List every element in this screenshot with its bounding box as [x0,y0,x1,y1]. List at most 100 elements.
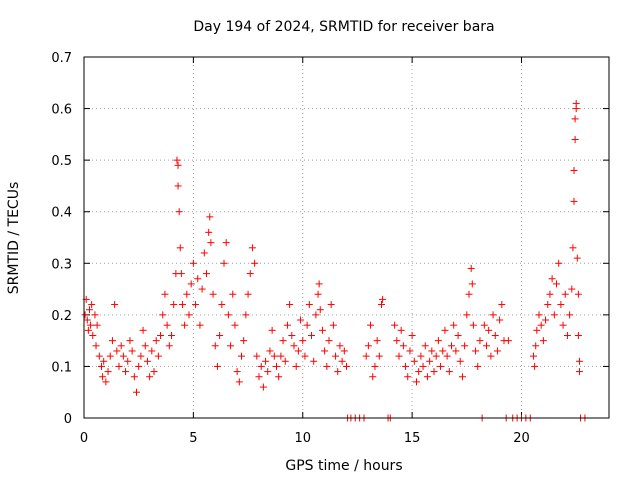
x-tick-label: 10 [294,431,311,446]
data-point [432,352,440,360]
axis-ticks: 0 5 10 15 20 0 0.1 0.2 0.3 0.4 0.5 0.6 0.7 [51,51,609,446]
data-point [279,337,287,345]
data-point [198,285,206,293]
data-point [445,368,453,376]
data-point [87,321,95,329]
data-point [557,301,565,309]
data-point [458,373,466,381]
data-point [367,321,375,329]
data-point [248,244,256,252]
data-point [115,362,123,370]
data-point [434,337,442,345]
data-point [303,321,311,329]
data-point [391,321,399,329]
data-point [286,301,294,309]
data-point [152,337,160,345]
data-point [157,331,165,339]
data-point [168,331,175,339]
data-point [251,259,259,267]
data-point [189,259,197,267]
data-point [170,301,178,309]
data-point [206,213,214,221]
data-point [461,342,469,350]
data-point [570,197,578,205]
data-point [235,378,243,386]
gridlines [84,57,609,418]
data-point [315,280,323,288]
data-point [485,326,493,334]
data-point [253,352,261,360]
data-point [200,249,208,257]
x-tick-label: 5 [189,431,197,446]
data-point [415,368,423,376]
data-point [102,378,110,386]
data-point [443,352,451,360]
data-point [340,347,348,355]
data-point [292,362,300,370]
data-point [100,357,108,365]
data-point [255,373,263,381]
data-point [183,290,191,298]
y-tick-label: 0.5 [51,154,72,169]
data-point [108,337,116,345]
data-point [430,368,438,376]
data-point [571,136,579,144]
data-point [150,368,158,376]
data-point [224,311,232,319]
data-point [498,301,506,309]
data-point [417,352,425,360]
data-point [544,301,552,309]
data-point [81,311,89,319]
data-point [474,362,482,370]
x-axis-label: GPS time / hours [285,458,402,474]
chart-title: Day 194 of 2024, SRMTID for receiver bar… [193,19,494,35]
data-point [257,362,265,370]
data-point [336,342,344,350]
data-point [83,316,91,324]
data-point [246,270,254,278]
data-point [542,316,550,324]
data-point [143,357,151,365]
data-point [175,208,183,216]
data-point [268,326,276,334]
data-point [456,357,464,365]
data-point [364,342,372,350]
data-point [533,326,541,334]
data-point [126,337,134,345]
data-point [465,290,473,298]
data-point [124,357,132,365]
y-tick-label: 0.2 [51,309,72,324]
data-point [146,373,154,381]
data-point [399,342,407,350]
data-point [546,290,554,298]
data-point [111,301,119,309]
data-point [318,326,326,334]
data-point [161,290,169,298]
data-point [177,270,185,278]
data-point [437,362,445,370]
data-point [187,280,195,288]
data-point [89,331,97,339]
data-point [203,270,210,278]
data-point [421,342,429,350]
data-point [288,331,296,339]
data-point [209,290,217,298]
data-point [393,337,401,345]
data-point [242,311,250,319]
data-point [419,362,427,370]
data-point [555,259,563,267]
data-point [343,362,350,370]
data-point [428,347,436,355]
data-point [468,280,476,288]
data-point [539,337,547,345]
data-point [178,301,186,309]
data-point [266,347,274,355]
data-point [448,342,455,350]
data-point [569,244,577,252]
data-point [493,347,501,355]
data-point [325,337,333,345]
data-point [572,99,580,107]
data-point [119,352,127,360]
data-point [469,321,477,329]
data-point [84,326,92,334]
